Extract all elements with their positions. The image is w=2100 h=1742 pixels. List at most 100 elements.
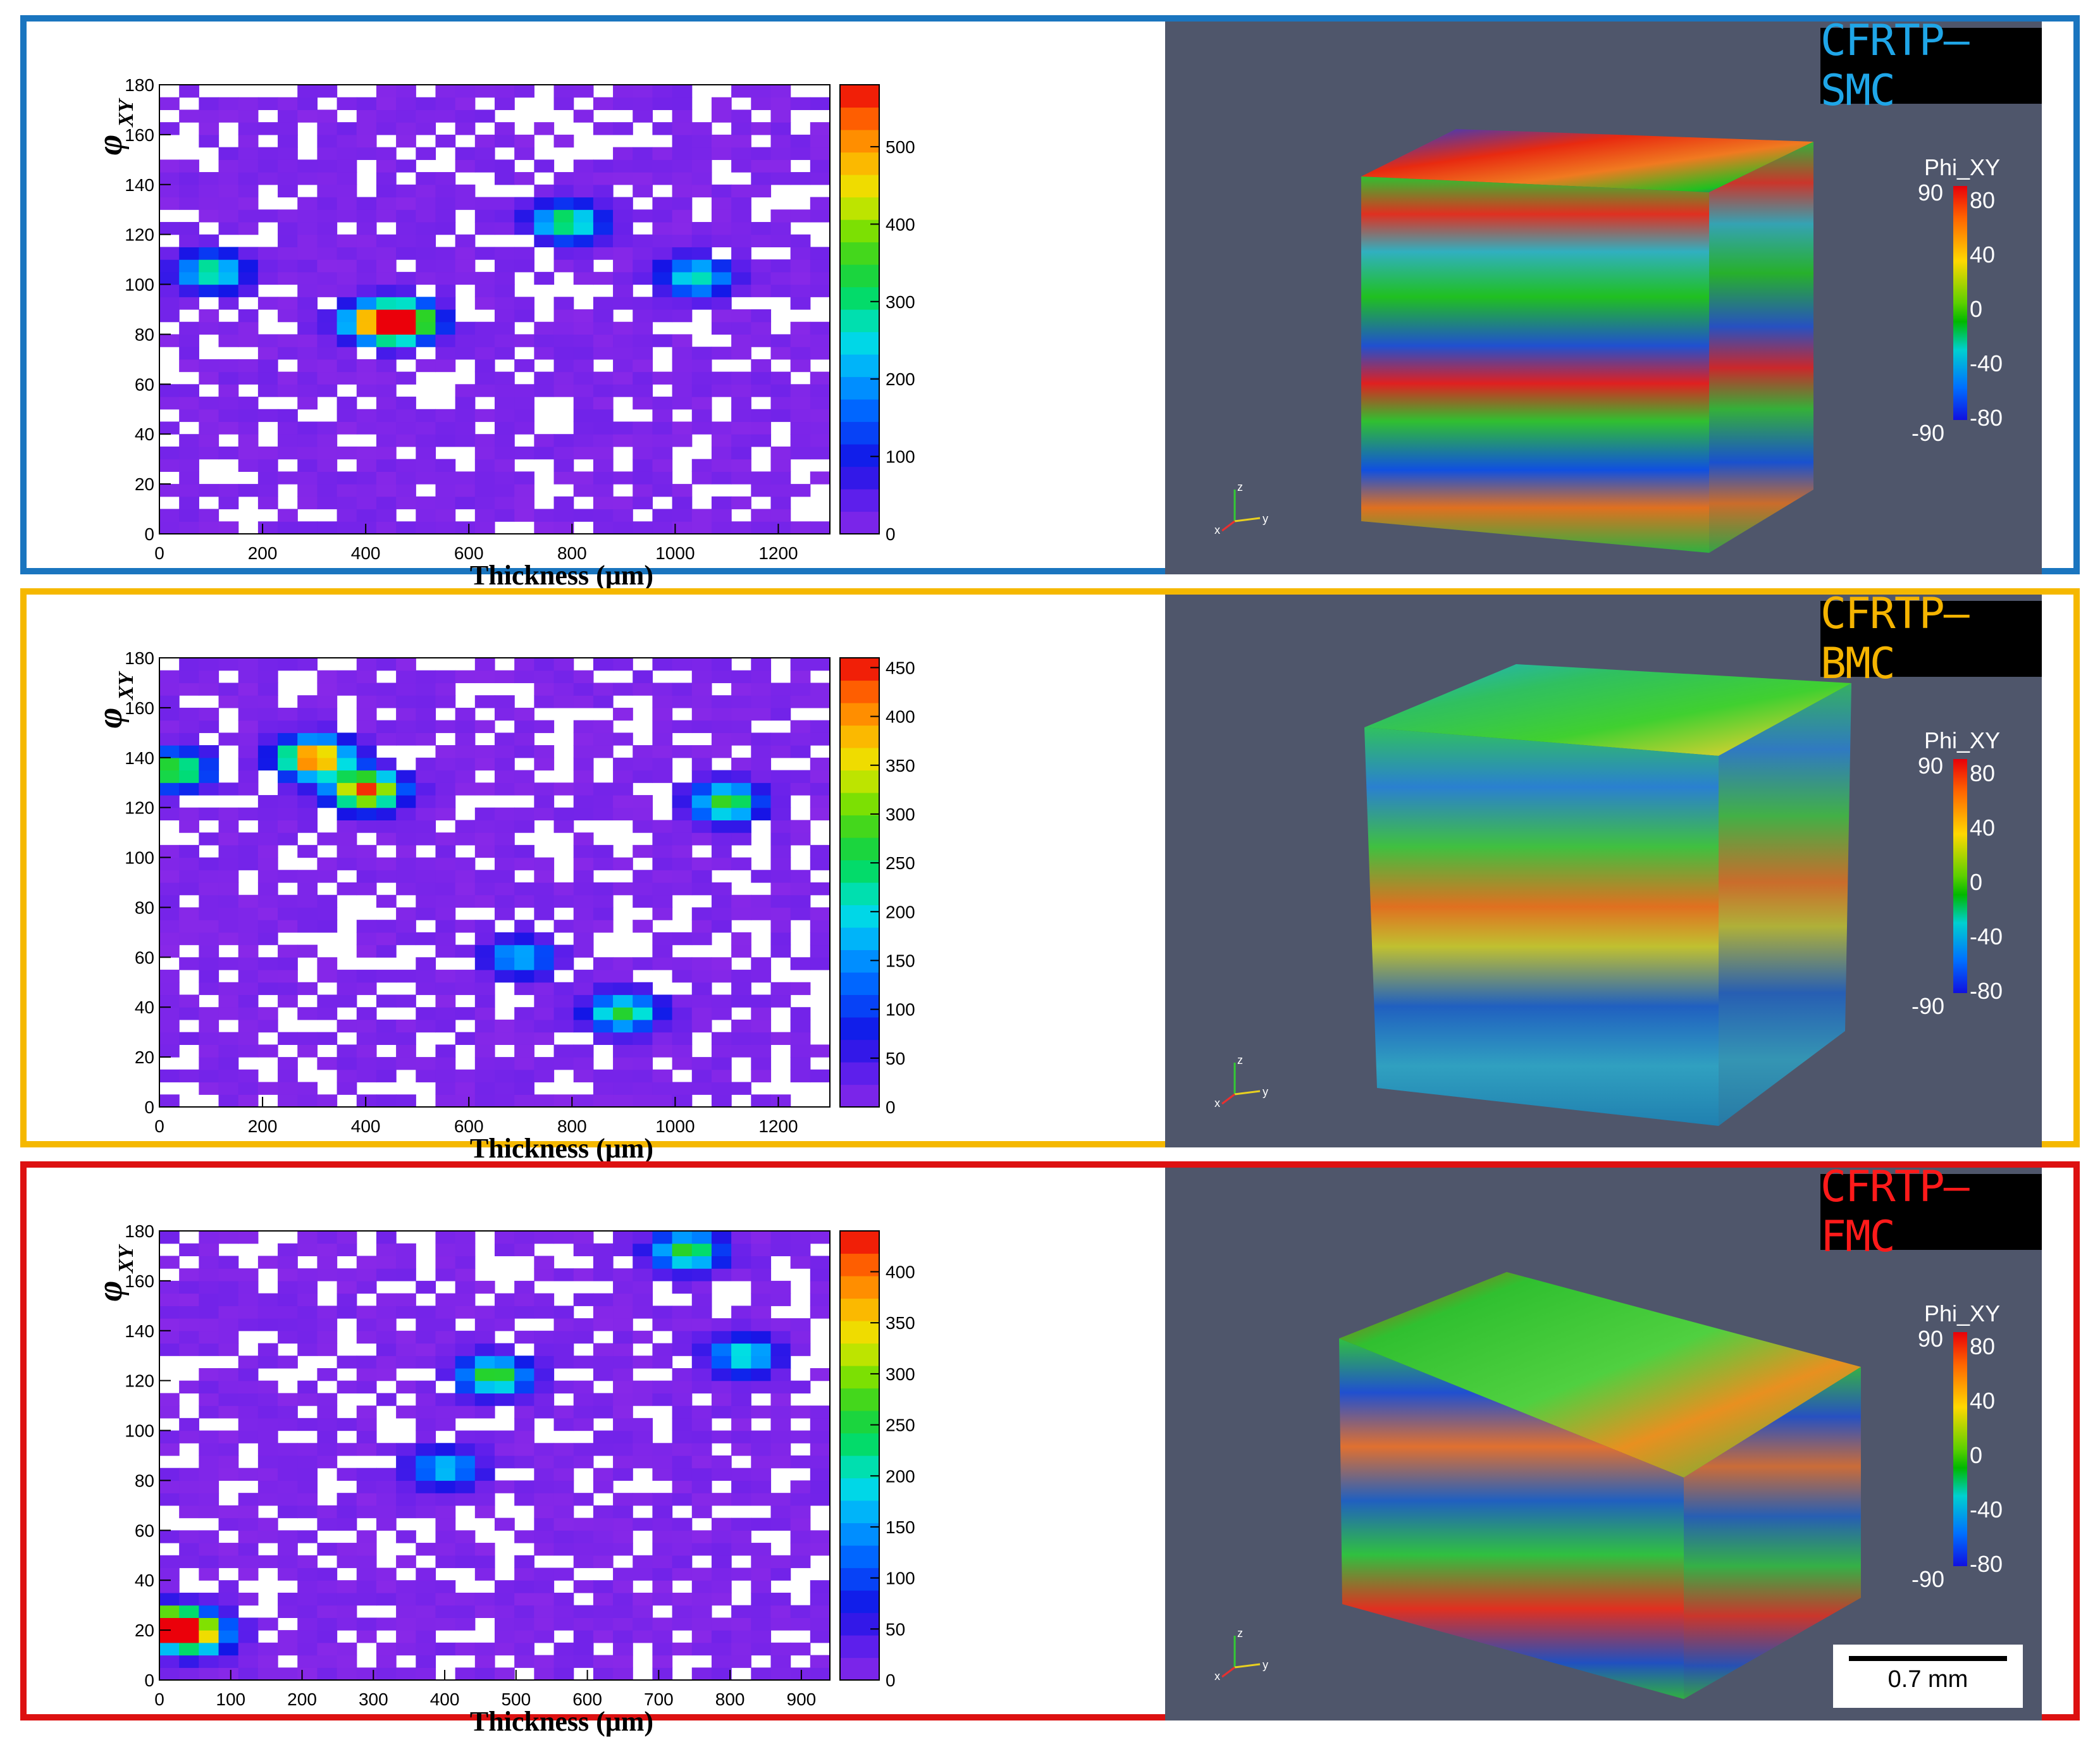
heatmap-cell [416,234,436,247]
colorbar-tick-label: 0 [886,1097,896,1117]
heatmap-cell [534,695,555,708]
heatmap-cell [691,234,712,247]
heatmap-cell [455,894,476,908]
heatmap-cell [199,1543,219,1556]
heatmap-cell [278,384,298,397]
heatmap-cell [317,1430,338,1443]
heatmap-cell [455,1667,476,1681]
heatmap-cell [278,745,298,758]
heatmap-cell [691,397,712,410]
heatmap-cell [356,1306,377,1319]
heatmap-cell [238,1555,259,1569]
heatmap-cell [514,1032,534,1045]
heatmap-cell [356,446,377,460]
heatmap-cell [337,1580,357,1593]
heatmap-cell [751,732,772,746]
heatmap-cell [435,1642,456,1656]
heatmap-cell [435,1480,456,1493]
heatmap-cell [396,670,416,684]
heatmap-cell [711,271,732,285]
heatmap-cell [376,1667,397,1681]
heatmap-cell [218,1667,239,1681]
heatmap-cell [159,484,180,497]
colorbar-min: -90 [1912,993,1945,1019]
heatmap-cell [633,794,653,808]
heatmap-cell [514,1094,534,1108]
heatmap-cell [652,695,673,708]
heatmap-cell [553,1455,574,1469]
heatmap-cell [435,421,456,435]
heatmap-cell [770,471,791,485]
axis-x-label: x [1214,1097,1220,1109]
heatmap-cell [278,957,298,970]
heatmap-cell [770,496,791,510]
heatmap-cell [257,297,278,310]
heatmap-cell [652,683,673,696]
heatmap-cell [633,1032,653,1045]
heatmap-cell [278,1405,298,1419]
heatmap-cell [534,857,555,870]
heatmap-cell [159,1256,180,1269]
heatmap-cell [613,732,633,746]
colorbar-tick-label: 50 [886,1619,905,1639]
heatmap-cell [337,670,357,684]
heatmap-cell [633,1393,653,1406]
heatmap-cell [672,359,693,373]
heatmap-cell [159,1555,180,1569]
heatmap-cell [396,695,416,708]
heatmap-cell [691,1256,712,1269]
heatmap-cell [238,197,259,210]
heatmap-cell [810,782,831,796]
heatmap-cell [317,757,338,771]
heatmap-cell [337,1306,357,1319]
heatmap-cell [810,384,831,397]
heatmap-cell [593,1256,614,1269]
heatmap-cell [356,683,377,696]
heatmap-cell [474,209,495,223]
heatmap-cell [691,1356,712,1369]
heatmap-cell [495,870,515,883]
heatmap-cell [790,1231,811,1244]
heatmap-cell [691,1306,712,1319]
heatmap-cell [396,1019,416,1033]
heatmap-cell [731,1082,751,1095]
heatmap-cell [691,1480,712,1493]
heatmap-cell [337,882,357,896]
y-tick-label: 40 [135,424,154,444]
heatmap-cell [455,1480,476,1493]
heatmap-cell [218,1455,239,1469]
heatmap-cell [356,521,377,534]
heatmap-cell [257,347,278,360]
heatmap-cell [218,496,239,510]
colorbar-tick-label: 400 [886,707,915,727]
heatmap-cell [770,1655,791,1668]
heatmap-cell [376,782,397,796]
heatmap-cell [495,745,515,758]
heatmap-cell [356,1530,377,1543]
heatmap-cell [810,794,831,808]
heatmap-cell [731,147,751,160]
heatmap-cell [534,1268,555,1282]
heatmap-cell [652,247,673,260]
heatmap-cell [278,920,298,933]
heatmap-cell [731,1630,751,1643]
heatmap-cell [593,1480,614,1493]
heatmap-cell [376,1517,397,1531]
heatmap-cell [159,459,180,472]
heatmap-cell [751,745,772,758]
heatmap-cell [613,1642,633,1656]
heatmap-cell [633,683,653,696]
heatmap-cell [770,147,791,160]
heatmap-cell [573,409,594,423]
colorbar-tick-neg40: -40 [1970,350,2003,376]
heatmap-cell [790,259,811,273]
heatmap-cell [573,1617,594,1631]
heatmap-cell [573,770,594,783]
heatmap-cell [257,882,278,896]
heatmap-cell [770,1243,791,1257]
heatmap-cell [179,496,199,510]
heatmap-cell [257,1393,278,1406]
heatmap-cell [731,720,751,733]
heatmap-cell [593,1580,614,1593]
heatmap-cell [633,347,653,360]
